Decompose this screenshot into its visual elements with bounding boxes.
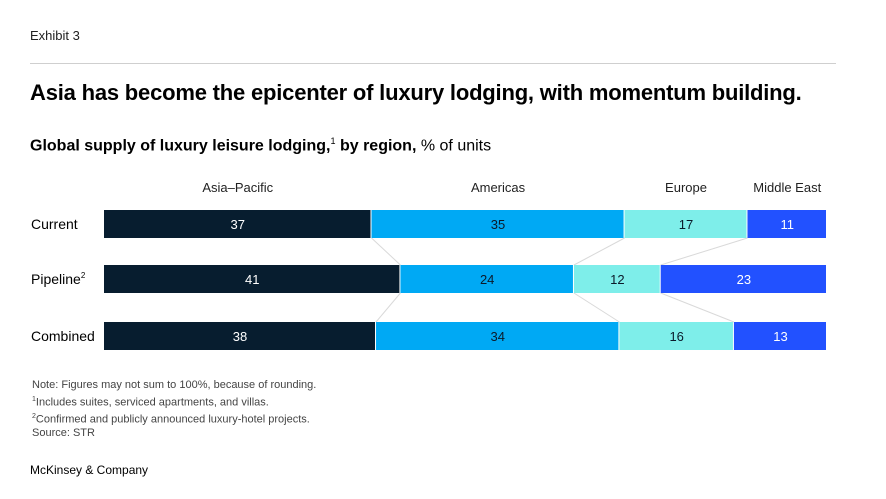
footnote-1-text: Includes suites, serviced apartments, an… <box>35 396 269 409</box>
connector-line <box>371 237 401 266</box>
row-label: Current <box>31 216 78 232</box>
footnote-2: 2Confirmed and publicly announced luxury… <box>32 410 316 427</box>
data-label: 24 <box>480 272 494 287</box>
bar-segment <box>573 265 660 293</box>
exhibit-label: Exhibit 3 <box>30 28 80 43</box>
bar-segment <box>104 265 400 293</box>
data-label: 34 <box>490 329 504 344</box>
row-label: Pipeline2 <box>31 271 86 287</box>
divider <box>30 63 836 64</box>
data-label: 38 <box>233 329 247 344</box>
row-label: Combined <box>31 328 95 344</box>
brand-footer: McKinsey & Company <box>30 463 149 477</box>
data-label: 16 <box>669 329 683 344</box>
footnote-1-mark: 1 <box>32 395 36 403</box>
bar-segment <box>376 322 619 350</box>
bar-segment <box>104 322 376 350</box>
footnote-1: 1Includes suites, serviced apartments, a… <box>32 393 316 410</box>
bar-segment <box>733 322 826 350</box>
row-label-footnote-mark: 2 <box>81 271 86 280</box>
chart-subtitle: Global supply of luxury leisure lodging,… <box>30 136 491 155</box>
subtitle-units: % of units <box>416 137 492 155</box>
footnotes: Note: Figures may not sum to 100%, becau… <box>32 379 316 440</box>
connector-line <box>375 292 401 323</box>
source-text: Source: STR <box>32 426 95 439</box>
series-header: Asia–Pacific <box>202 180 273 195</box>
data-label: 13 <box>773 329 787 344</box>
series-header: Europe <box>665 180 707 195</box>
bar-segment <box>619 322 733 350</box>
series-header: Middle East <box>753 180 821 195</box>
bar-segment <box>624 210 747 238</box>
subtitle-bold-2: by region, <box>335 137 417 155</box>
data-label: 12 <box>610 272 624 287</box>
data-label: 17 <box>679 217 693 232</box>
footnote-2-text: Confirmed and publicly announced luxury-… <box>35 413 310 426</box>
data-label: 11 <box>780 217 794 232</box>
footnote-2-mark: 2 <box>32 412 36 420</box>
connector-line <box>660 292 735 323</box>
data-label: 41 <box>245 272 259 287</box>
data-label: 23 <box>737 272 751 287</box>
series-header: Americas <box>471 180 526 195</box>
subtitle-bold: Global supply of luxury leisure lodging, <box>30 137 331 155</box>
bar-segment <box>747 210 826 238</box>
bar-segment <box>660 265 826 293</box>
data-label: 37 <box>231 217 245 232</box>
note-text: Note: Figures may not sum to 100%, becau… <box>32 379 317 391</box>
bar-segment <box>400 265 573 293</box>
connector-line <box>573 292 620 323</box>
bar-segment <box>371 210 624 238</box>
connector-line <box>660 237 748 266</box>
connector-line <box>573 237 625 266</box>
subtitle-footnote-mark: 1 <box>330 136 336 146</box>
bar-segment <box>104 210 371 238</box>
data-label: 35 <box>491 217 505 232</box>
chart-title: Asia has become the epicenter of luxury … <box>30 80 802 105</box>
